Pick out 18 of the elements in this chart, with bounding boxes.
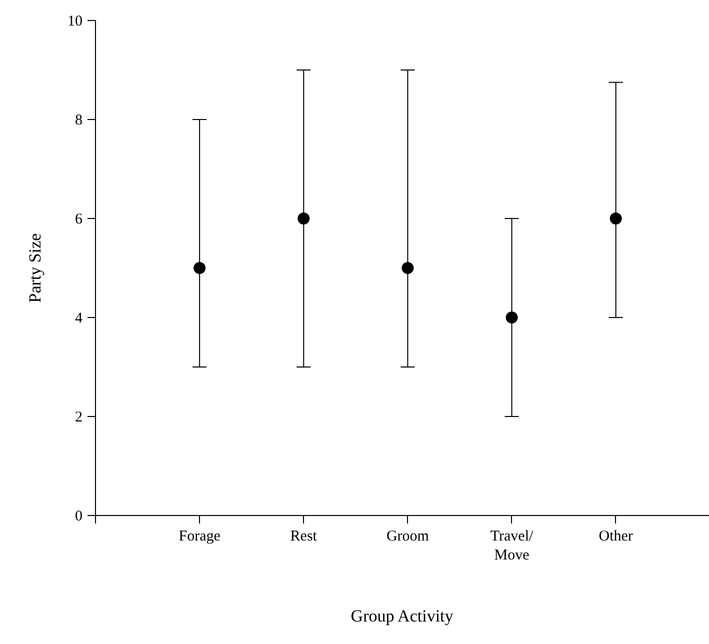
x-tick-label: Groom [386, 528, 430, 544]
y-axis-title: Party Size [26, 233, 44, 303]
point [402, 262, 414, 274]
point [194, 262, 206, 274]
y-tick-label: 10 [68, 14, 82, 30]
point [298, 212, 310, 224]
x-axis-title: Group Activity [350, 606, 454, 626]
y-tick-label: 8 [75, 112, 82, 128]
x-tick-label: Other [598, 528, 633, 544]
point [506, 312, 518, 324]
y-tick-label: 6 [75, 212, 83, 228]
y-tick-label: 2 [75, 410, 82, 426]
x-tick-label: Forage [178, 528, 221, 544]
x-tick-label: Rest [290, 528, 318, 544]
x-tick-label: Travel/ Move [490, 528, 534, 564]
y-tick-label: 4 [75, 310, 83, 326]
point [610, 212, 622, 224]
y-tick-label: 0 [75, 508, 82, 524]
